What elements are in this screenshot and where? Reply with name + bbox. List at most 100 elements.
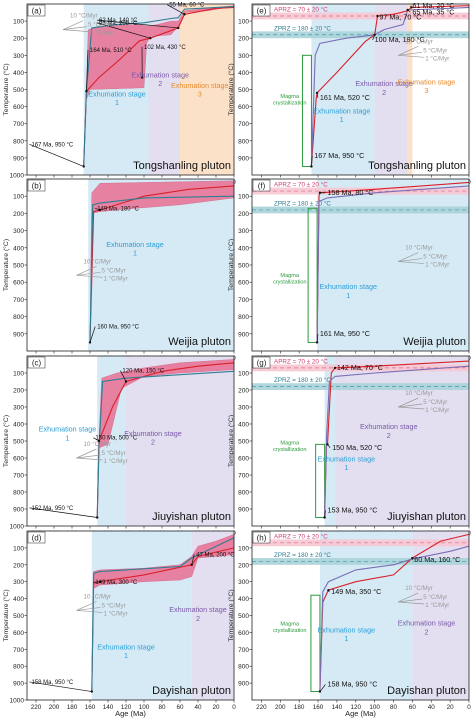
annotation-label: 149 Ma, 300 °C bbox=[95, 580, 137, 586]
magma-crystallization-box bbox=[301, 54, 312, 167]
annotation-label: 61 Ma, 20 °C bbox=[412, 1, 454, 10]
rate-label: 10 °C/Myr bbox=[84, 258, 112, 265]
annotation-label: 150 Ma, 520 °C bbox=[332, 443, 382, 452]
stage-label-line: Exhumation stage bbox=[106, 240, 164, 249]
y-tick-label: 300 bbox=[238, 579, 249, 586]
stage-label-line: Exhumation stage bbox=[171, 81, 229, 90]
stage-label-line: Exhumation stage bbox=[360, 422, 418, 431]
stage-label: Magma crystallization bbox=[273, 622, 307, 635]
stage-label-line: Magma bbox=[280, 273, 300, 279]
annotation-label: 164 Ma, 510 °C bbox=[90, 48, 132, 54]
annotation-label: 120 Ma, 150 °C bbox=[122, 369, 164, 375]
pluton-name: Weijia pluton bbox=[168, 336, 231, 348]
y-tick-label: 100 bbox=[13, 194, 24, 201]
stage-label-line: Exhumation stage bbox=[319, 282, 377, 291]
annotation-arrow bbox=[96, 22, 151, 39]
y-tick-label: 200 bbox=[13, 211, 24, 218]
panel-label: (a) bbox=[32, 7, 42, 16]
thermal-path-2 bbox=[91, 537, 235, 692]
aprz-label: APRZ = 70 ± 20 °C bbox=[274, 358, 328, 366]
x-tick-label: 180 bbox=[294, 704, 305, 711]
y-tick-label: 400 bbox=[238, 596, 249, 603]
stage-label: Magma crystallization bbox=[273, 94, 307, 107]
y-tick-label: 400 bbox=[238, 245, 249, 252]
stage-label-line: 2 bbox=[151, 438, 155, 447]
x-tick-label: 0 bbox=[232, 704, 236, 711]
x-axis-label: Age (Ma) bbox=[115, 709, 146, 718]
y-tick-label: 300 bbox=[13, 228, 24, 235]
x-tick-label: 100 bbox=[369, 704, 380, 711]
x-tick-label: 200 bbox=[275, 704, 286, 711]
x-tick-label: 140 bbox=[103, 704, 114, 711]
rate-label: 10 °C/Myr bbox=[84, 441, 112, 448]
annotation-label: 97 Ma, 70 °C bbox=[379, 13, 421, 22]
stage-label-line: Exhumation stage bbox=[97, 642, 155, 651]
annotation-arrow bbox=[311, 155, 313, 167]
stage-label-line: Exhumation stage bbox=[398, 619, 456, 628]
annotation-point bbox=[90, 690, 94, 693]
thermal-path-1 bbox=[83, 6, 235, 167]
zprz-label: ZPRZ = 180 ± 20 °C bbox=[274, 200, 331, 208]
stage-label: Magma crystallization bbox=[273, 440, 307, 453]
panel-b: 100 200 300 400 500 600 700 800 900 Temperature (… bbox=[2, 178, 236, 362]
annotation-point bbox=[98, 580, 102, 583]
annotation-arrow bbox=[89, 326, 96, 343]
stage-label-line: Exhumation stage bbox=[88, 89, 146, 98]
y-tick-label: 600 bbox=[13, 280, 24, 287]
stage-label-line: 3 bbox=[425, 86, 429, 95]
panel-label-box bbox=[252, 179, 271, 192]
stage-label: Exhumation stage 2 bbox=[131, 71, 189, 89]
stage-label-line: Exhumation stage bbox=[39, 425, 97, 434]
panel-label: (h) bbox=[257, 534, 267, 543]
stage-label-line: 1 bbox=[344, 634, 348, 643]
panel-label-box bbox=[252, 4, 271, 17]
y-tick-label: 300 bbox=[13, 53, 24, 60]
y-tick-label: 500 bbox=[238, 613, 249, 620]
annotation-label: 142 Ma, 70 °C bbox=[337, 363, 383, 372]
rate-line bbox=[76, 607, 101, 611]
annotation-label: 158 Ma, 950 °C bbox=[327, 679, 377, 688]
x-tick-label: 60 bbox=[176, 704, 184, 711]
rate-label: 5 °C/Myr bbox=[423, 254, 447, 261]
annotation-label: 158 Ma, 950 °C bbox=[32, 680, 74, 686]
thermal-path-2 bbox=[310, 6, 470, 167]
rate-line bbox=[398, 397, 419, 408]
pluton-name: Tongshanling pluton bbox=[368, 160, 466, 172]
stage-label: Exhumation stage 1 bbox=[318, 625, 376, 643]
stage-band bbox=[407, 4, 413, 175]
zprz-label: ZPRZ = 180 ± 20 °C bbox=[274, 376, 331, 384]
panel-label: (d) bbox=[32, 534, 42, 543]
y-tick-label: 900 bbox=[13, 681, 24, 688]
rate-label: 1 °C/Myr bbox=[425, 407, 449, 414]
stage-label-line: Magma bbox=[280, 440, 300, 446]
annotation-point bbox=[327, 588, 330, 592]
annotation-point bbox=[124, 380, 128, 383]
panel-label: (f) bbox=[258, 182, 266, 191]
y-tick-label: 800 bbox=[13, 138, 24, 145]
rate-line bbox=[76, 454, 101, 459]
y-axis-label: Temperature (°C) bbox=[227, 239, 235, 291]
panel-g: APRZ = 70 ± 20 °C ZPRZ = 180 ± 20 °C 100 20… bbox=[227, 355, 471, 537]
y-tick-label: 400 bbox=[13, 245, 24, 252]
annotation-point bbox=[141, 76, 144, 79]
y-tick-label: 700 bbox=[238, 121, 249, 128]
stage-label: Exhumation stage 1 bbox=[318, 454, 376, 472]
stage-label: Exhumation stage 2 bbox=[355, 79, 413, 97]
y-tick-label: 800 bbox=[13, 314, 24, 321]
annotation-label: 60 Ma, 160 °C bbox=[414, 555, 460, 564]
thermal-path-2 bbox=[319, 545, 470, 692]
annotation-arrow bbox=[96, 19, 179, 29]
thermal-path-2 bbox=[89, 195, 235, 343]
y-tick-label: 500 bbox=[238, 87, 249, 94]
y-tick-label: 400 bbox=[13, 70, 24, 77]
stage-label-line: 2 bbox=[196, 614, 200, 623]
aprz-label: APRZ = 70 ± 20 °C bbox=[274, 181, 328, 189]
stage-label: Exhumation stage 2 bbox=[360, 422, 418, 440]
rate-line bbox=[398, 261, 425, 264]
y-tick-label: 900 bbox=[13, 331, 24, 338]
annotation-arrow bbox=[29, 143, 84, 167]
